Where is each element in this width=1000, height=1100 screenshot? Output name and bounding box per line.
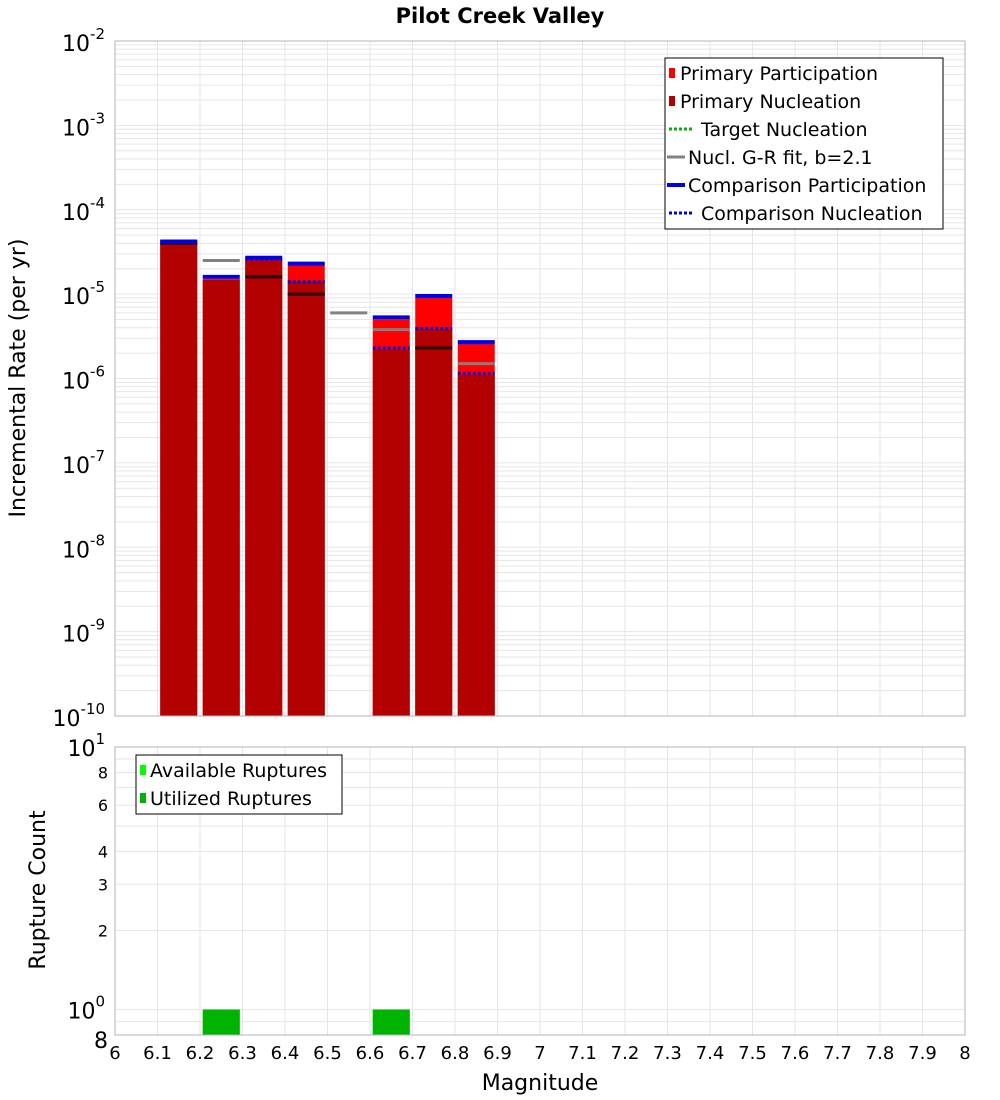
- bottom-y-axis-label: Rupture Count: [26, 810, 51, 970]
- x-tick-label: 6.9: [483, 1043, 512, 1064]
- bottom-y-tick-label: 6: [98, 796, 108, 815]
- legend-label: Target Nucleation: [700, 119, 868, 141]
- nucleation-bar: [372, 349, 410, 716]
- top-y-tick-label: 10-2: [62, 25, 105, 57]
- bottom-y-tick-label: 100: [67, 993, 105, 1025]
- top-plot-frame: [114, 40, 966, 717]
- legend-swatch: [140, 793, 146, 803]
- utilized-ruptures-bar: [372, 1009, 410, 1035]
- legend-label: Primary Participation: [680, 63, 878, 85]
- x-tick-label: 6: [109, 1043, 120, 1064]
- bottom-y-tick-label: 4: [98, 842, 108, 861]
- legend-label: Nucl. G-R fit, b=2.1: [688, 147, 873, 169]
- legend-swatch: [669, 68, 675, 78]
- top-y-tick-label: 10-6: [62, 363, 105, 395]
- x-tick-label: 7.1: [568, 1043, 597, 1064]
- legend-label: Primary Nucleation: [680, 91, 861, 113]
- bottom-plot-frame: [114, 746, 966, 1036]
- x-tick-label: 7.5: [738, 1043, 767, 1064]
- x-tick-label: 6.1: [143, 1043, 172, 1064]
- bottom-y-tick-label: 2: [98, 922, 108, 941]
- legend-label: Available Ruptures: [150, 760, 327, 782]
- nucleation-bar: [287, 281, 325, 716]
- x-tick-label: 7.6: [781, 1043, 810, 1064]
- x-tick-label: 7.2: [611, 1043, 640, 1064]
- bottom-y-tick-label: 8: [98, 763, 108, 782]
- bottom-y-tick-label: 8: [94, 1029, 108, 1054]
- x-tick-label: 6.8: [441, 1043, 470, 1064]
- top-y-tick-label: 10-4: [62, 194, 105, 226]
- nucleation-bar: [160, 243, 198, 717]
- x-tick-label: 6.2: [186, 1043, 215, 1064]
- bottom-legend-box: [135, 754, 343, 815]
- x-tick-label: 6.5: [313, 1043, 342, 1064]
- x-tick-label: 6.3: [228, 1043, 257, 1064]
- nucleation-bar: [245, 260, 283, 716]
- x-axis-label: Magnitude: [482, 1071, 599, 1096]
- top-y-tick-label: 10-5: [62, 278, 105, 310]
- top-y-tick-label: 10-10: [53, 700, 106, 732]
- top-legend-box: [664, 57, 944, 230]
- x-tick-label: 6.7: [398, 1043, 427, 1064]
- top-y-tick-label: 10-3: [62, 109, 105, 141]
- legend-label: Utilized Ruptures: [150, 788, 312, 810]
- bottom-y-tick-label: 101: [67, 730, 105, 762]
- top-y-tick-label: 10-9: [62, 616, 105, 648]
- top-panel: 10-10 10-9 10-8 10-7 10-6 10-5 10-4 10-3 10-2 Pri…: [53, 25, 966, 732]
- bottom-y-tick-label: 3: [98, 875, 108, 894]
- x-tick-label: 7.8: [866, 1043, 895, 1064]
- x-tick-label: 7.3: [653, 1043, 682, 1064]
- utilized-ruptures-bar: [202, 1009, 240, 1035]
- legend-label: Comparison Nucleation: [701, 203, 923, 225]
- chart-title: Pilot Creek Valley: [396, 4, 605, 28]
- x-tick-label: 7.4: [696, 1043, 725, 1064]
- x-tick-label: 8: [959, 1043, 970, 1064]
- top-y-tick-label: 10-8: [62, 531, 105, 563]
- top-y-axis-label: Incremental Rate (per yr): [6, 239, 31, 518]
- nucleation-bar: [457, 375, 495, 716]
- x-tick-label: 7: [534, 1043, 545, 1064]
- legend-label: Comparison Participation: [688, 175, 926, 197]
- legend-swatch: [140, 765, 146, 775]
- x-tick-label: 7.7: [823, 1043, 852, 1064]
- nucleation-bar: [415, 329, 453, 716]
- nucleation-bar: [202, 279, 240, 716]
- x-tick-label: 6.6: [356, 1043, 385, 1064]
- x-tick-label: 6.4: [271, 1043, 300, 1064]
- top-y-tick-label: 10-7: [62, 447, 105, 479]
- legend-swatch: [669, 96, 675, 106]
- x-tick-label: 7.9: [908, 1043, 937, 1064]
